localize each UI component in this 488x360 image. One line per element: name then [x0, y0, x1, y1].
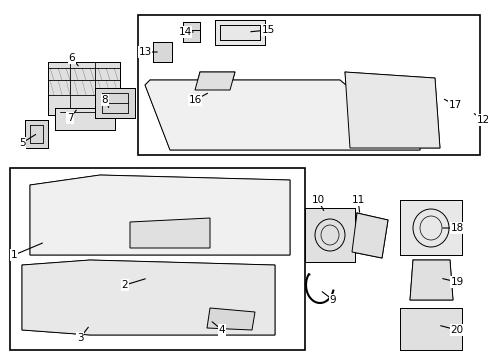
Polygon shape [345, 72, 439, 148]
Polygon shape [409, 260, 452, 300]
Polygon shape [215, 20, 264, 45]
Polygon shape [153, 42, 172, 62]
Text: 13: 13 [138, 47, 151, 57]
Polygon shape [48, 62, 120, 115]
Text: 1: 1 [11, 250, 17, 260]
Text: 10: 10 [311, 195, 324, 205]
Text: 5: 5 [19, 138, 25, 148]
Text: 8: 8 [102, 95, 108, 105]
Polygon shape [30, 175, 289, 255]
Text: 6: 6 [68, 53, 75, 63]
Polygon shape [399, 308, 461, 350]
Text: 17: 17 [447, 100, 461, 110]
Polygon shape [22, 260, 274, 335]
Text: 9: 9 [329, 295, 336, 305]
Text: 16: 16 [188, 95, 201, 105]
Text: 2: 2 [122, 280, 128, 290]
Text: 4: 4 [218, 325, 225, 335]
Polygon shape [399, 200, 461, 255]
Polygon shape [25, 120, 48, 148]
Text: 12: 12 [475, 115, 488, 125]
Text: 14: 14 [178, 27, 191, 37]
Text: 19: 19 [449, 277, 463, 287]
Polygon shape [145, 80, 419, 150]
Text: 20: 20 [449, 325, 463, 335]
Text: 11: 11 [351, 195, 364, 205]
Polygon shape [95, 88, 135, 118]
Text: 15: 15 [261, 25, 274, 35]
Bar [10, 168, 305, 350]
Text: 7: 7 [66, 113, 73, 123]
Polygon shape [351, 213, 387, 258]
Text: 3: 3 [77, 333, 83, 343]
Text: 18: 18 [449, 223, 463, 233]
Bar [138, 15, 479, 155]
Polygon shape [55, 108, 115, 130]
Polygon shape [305, 208, 354, 262]
Polygon shape [130, 218, 209, 248]
Polygon shape [183, 22, 200, 42]
Polygon shape [195, 72, 235, 90]
Polygon shape [206, 308, 254, 330]
